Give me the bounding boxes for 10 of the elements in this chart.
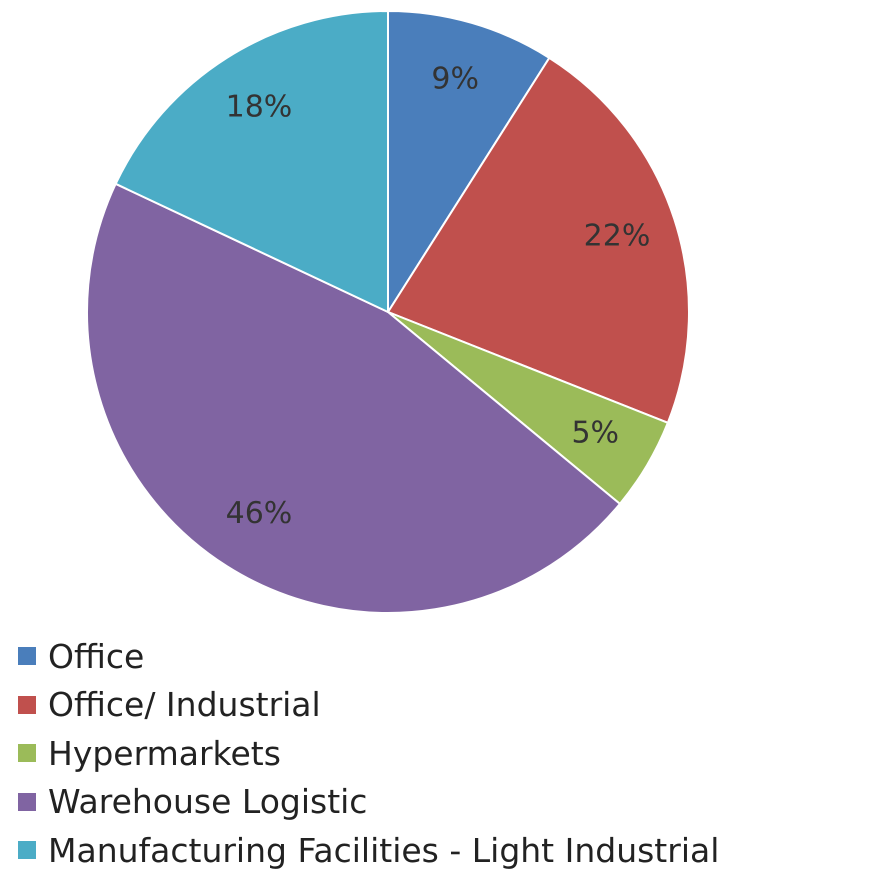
legend-label: Hypermarkets [48, 734, 281, 773]
legend-label: Manufacturing Facilities - Light Industrial [48, 830, 720, 870]
data-label: 46% [226, 496, 292, 532]
legend-label: Warehouse Logistic [48, 782, 368, 822]
data-label: 18% [226, 89, 292, 124]
legend-label: Office/ Industrial [48, 685, 321, 724]
legend-label: Office [48, 636, 144, 676]
data-label: 22% [584, 218, 650, 254]
data-label: 9% [431, 62, 479, 97]
data-label: 5% [571, 415, 620, 450]
